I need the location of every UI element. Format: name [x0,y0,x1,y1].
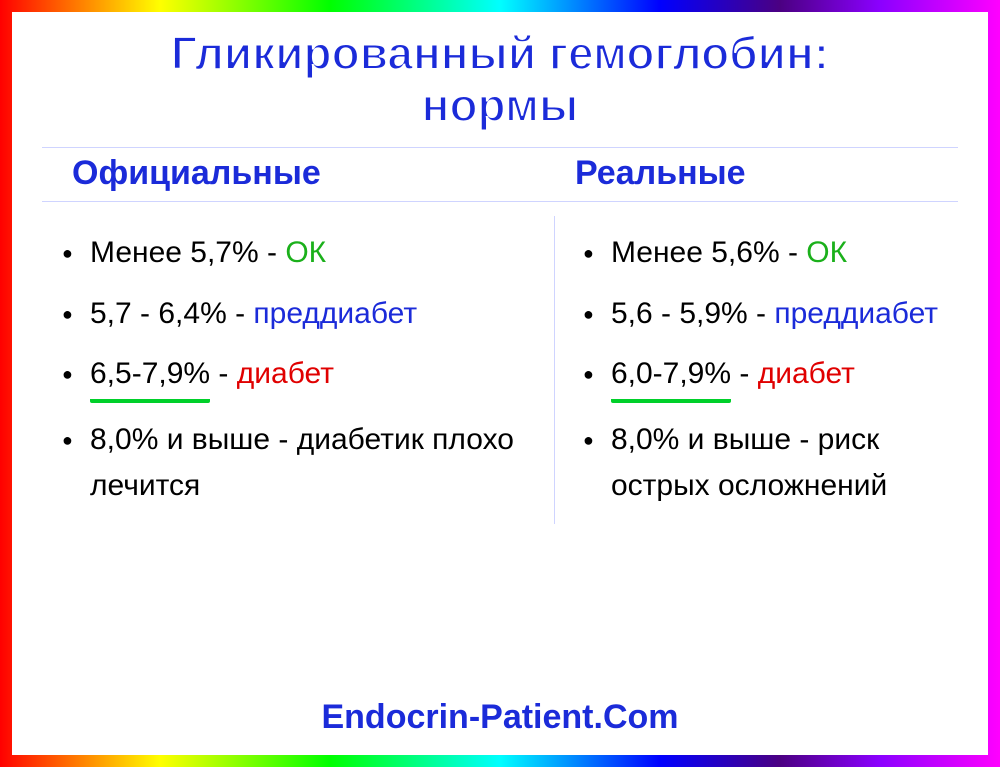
column-headers: Официальные Реальные [42,147,958,202]
content-panel: Гликированный гемоглобин: нормы Официаль… [12,12,988,755]
column-real: Менее 5,6% - ОК 5,6 - 5,9% - преддиабет … [555,216,958,524]
status-diabetes: диабет [237,357,334,390]
list-item: 5,6 - 5,9% - преддиабет [583,291,950,338]
item-prefix: Менее 5,6% - [611,236,806,269]
status-ok: ОК [285,236,326,269]
list-item: Менее 5,7% - ОК [62,230,546,277]
list-real: Менее 5,6% - ОК 5,6 - 5,9% - преддиабет … [583,230,950,510]
item-sep: - [731,357,758,390]
columns-wrap: Менее 5,7% - ОК 5,7 - 6,4% - преддиабет … [42,216,958,524]
item-sep: - [210,357,237,390]
item-prefix: Менее 5,7% - [90,236,285,269]
list-official: Менее 5,7% - ОК 5,7 - 6,4% - преддиабет … [62,230,546,510]
list-item: 5,7 - 6,4% - преддиабет [62,291,546,338]
item-prefix: 5,6 - 5,9% - [611,297,774,330]
list-item: Менее 5,6% - ОК [583,230,950,277]
list-item: 6,5-7,9% - диабет [62,351,546,403]
page-title: Гликированный гемоглобин: нормы [12,12,988,141]
title-line-1: Гликированный гемоглобин: [171,27,829,79]
item-prefix: 5,7 - 6,4% - [90,297,253,330]
footer-source: Endocrin-Patient.Com [12,698,988,737]
status-prediabetes: преддиабет [253,297,417,330]
status-ok: ОК [806,236,847,269]
header-real: Реальные [555,154,958,193]
status-diabetes: диабет [758,357,855,390]
rainbow-frame: Гликированный гемоглобин: нормы Официаль… [0,0,1000,767]
item-text: 8,0% и выше - диабетик плохо лечится [90,423,514,503]
list-item: 8,0% и выше - диабетик плохо лечится [62,417,546,510]
item-text: 8,0% и выше - риск острых осложнений [611,423,887,503]
status-prediabetes: преддиабет [774,297,938,330]
title-line-2: нормы [422,79,579,131]
column-official: Менее 5,7% - ОК 5,7 - 6,4% - преддиабет … [42,216,555,524]
item-range-underlined: 6,5-7,9% [90,351,210,403]
item-range-underlined: 6,0-7,9% [611,351,731,403]
list-item: 8,0% и выше - риск острых осложнений [583,417,950,510]
header-official: Официальные [42,154,555,193]
list-item: 6,0-7,9% - диабет [583,351,950,403]
